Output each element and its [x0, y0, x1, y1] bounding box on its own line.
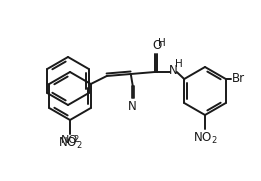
- Text: H: H: [158, 38, 166, 48]
- Text: O: O: [152, 39, 161, 52]
- Text: NO: NO: [61, 135, 78, 145]
- Text: N: N: [168, 64, 177, 77]
- Text: Br: Br: [232, 71, 245, 85]
- Text: $\mathrm{NO_2}$: $\mathrm{NO_2}$: [193, 131, 217, 146]
- Text: 2: 2: [73, 135, 79, 144]
- Text: N: N: [127, 100, 136, 113]
- Text: H: H: [175, 59, 183, 69]
- Text: $\mathrm{NO_2}$: $\mathrm{NO_2}$: [58, 136, 82, 151]
